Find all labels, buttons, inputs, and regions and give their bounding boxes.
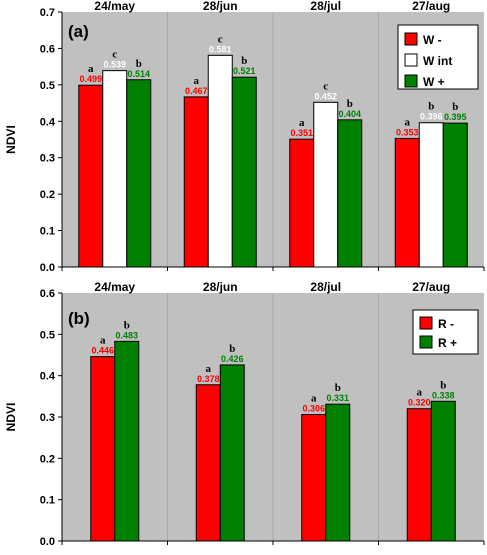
panel-a-significance-letter: c: [323, 80, 328, 92]
panel-a-significance-letter: a: [194, 75, 200, 87]
panel-b-significance-letter: a: [417, 387, 423, 399]
panel-a-significance-letter: a: [88, 63, 94, 75]
panel-b-legend-swatch: [419, 316, 433, 330]
panel-b-category-label: 28/jul: [310, 280, 341, 294]
panel-a-bar: [394, 137, 420, 268]
panel-b-panel-tag: (b): [68, 309, 90, 328]
panel-a-panel-tag: (a): [68, 22, 89, 41]
panel-b-y-tick-label: 0.5: [40, 329, 55, 341]
panel-b-y-tick-label: 0.3: [40, 412, 55, 424]
panel-a-y-tick-label: 0.6: [40, 43, 55, 55]
panel-a-bar: [78, 84, 104, 268]
panel-a-y-tick-label: 0.4: [40, 116, 56, 128]
panel-a-value-label: 0.395: [444, 112, 467, 122]
panel-b-value-label: 0.338: [432, 390, 455, 400]
panel-b-bar: [430, 400, 456, 542]
panel-a-value-label: 0.581: [209, 44, 232, 54]
panel-b-y-tick-label: 0.4: [40, 371, 56, 383]
panel-b-y-tick-label: 0.6: [40, 288, 55, 300]
panel-b-y-tick-label: 0.2: [40, 453, 55, 465]
panel-b-significance-letter: a: [311, 393, 317, 405]
panel-a-category-label: 27/aug: [412, 0, 450, 13]
panel-a-significance-letter: a: [299, 117, 305, 129]
panel-b-bar: [195, 384, 221, 542]
panel-b-value-label: 0.320: [408, 398, 431, 408]
panel-a-category-label: 24/may: [94, 0, 135, 13]
panel-a-significance-letter: b: [428, 101, 434, 113]
panel-a-category-label: 28/jun: [203, 0, 238, 13]
panel-a-legend-label: W -: [423, 33, 442, 47]
panel-a-bar: [313, 101, 339, 268]
panel-a-significance-letter: b: [452, 101, 458, 113]
panel-a-bar: [126, 79, 152, 268]
panel-b-y-axis-label: NDVI: [4, 403, 18, 432]
panel-b-value-label: 0.378: [197, 374, 220, 384]
panel-a-value-label: 0.353: [396, 127, 419, 137]
panel-a-bar: [442, 122, 468, 268]
panel-b-value-label: 0.306: [302, 404, 325, 414]
panel-a-y-tick-label: 0.2: [40, 189, 55, 201]
panel-a-bar: [102, 70, 128, 268]
panel-a-legend-label: W +: [423, 75, 445, 89]
panel-a-value-label: 0.539: [103, 60, 126, 70]
panel-a-y-tick-label: 0.3: [40, 153, 55, 165]
panel-b-value-label: 0.331: [326, 393, 349, 403]
panel-a-y-tick-label: 0.1: [40, 226, 55, 238]
panel-b-bar: [406, 408, 432, 542]
panel-a-significance-letter: b: [136, 58, 142, 70]
panel-b-category-label: 28/jun: [203, 280, 238, 294]
panel-b-value-label: 0.483: [115, 330, 138, 340]
panel-b-significance-letter: b: [229, 343, 235, 355]
panel-b-significance-letter: b: [335, 382, 341, 394]
panel-a-bar: [289, 138, 315, 268]
panel-b-category-label: 24/may: [94, 280, 135, 294]
panel-a-legend-swatch: [404, 53, 418, 67]
panel-b-significance-letter: b: [124, 319, 130, 331]
panel-a-value-label: 0.404: [338, 109, 361, 119]
panel-a-value-label: 0.351: [290, 128, 313, 138]
panel-a-y-axis-label: NDVI: [4, 125, 18, 154]
panel-a-significance-letter: b: [347, 98, 353, 110]
panel-b-significance-letter: a: [206, 363, 212, 375]
panel-a-value-label: 0.396: [420, 112, 443, 122]
panel-a-y-tick-label: 0.7: [40, 7, 55, 19]
panel-b-significance-letter: a: [100, 335, 106, 347]
panel-a-legend-swatch: [404, 74, 418, 88]
panel-b-bar: [301, 414, 327, 542]
panel-a-y-tick-label: 0.0: [40, 262, 55, 274]
panel-a-bar: [418, 122, 444, 268]
panel-a-bar: [337, 119, 363, 268]
panel-b-significance-letter: b: [440, 379, 446, 391]
panel-a-legend-swatch: [404, 32, 418, 46]
panel-a-value-label: 0.499: [79, 74, 102, 84]
panel-b-y-tick-label: 0.0: [40, 536, 55, 548]
panel-a-significance-letter: a: [405, 116, 411, 128]
panel-b-bar: [219, 364, 245, 542]
panel-b-category-label: 27/aug: [412, 280, 450, 294]
panel-a-value-label: 0.467: [185, 86, 208, 96]
panel-a-value-label: 0.514: [127, 69, 150, 79]
panel-a-bar: [207, 54, 233, 268]
panel-a-value-label: 0.452: [314, 91, 337, 101]
panel-a-bar: [231, 76, 257, 268]
panel-a-y-tick-label: 0.5: [40, 80, 55, 92]
panel-a-significance-letter: c: [218, 33, 223, 45]
panel-a-value-label: 0.521: [233, 66, 256, 76]
panel-b-value-label: 0.446: [91, 346, 114, 356]
panel-a-bar: [183, 96, 209, 268]
panel-b-y-tick-label: 0.1: [40, 495, 55, 507]
panel-b-bar: [114, 340, 140, 542]
panel-a-significance-letter: c: [112, 49, 117, 61]
panel-a-legend-label: W int: [423, 54, 452, 68]
panel-b-legend-label: R +: [438, 336, 457, 350]
panel-b-value-label: 0.426: [221, 354, 244, 364]
panel-b-bar: [90, 356, 116, 542]
panel-b-legend-swatch: [419, 335, 433, 349]
panel-b-bar: [325, 403, 351, 542]
panel-a-significance-letter: b: [241, 55, 247, 67]
panel-a-category-label: 28/jul: [310, 0, 341, 13]
panel-b-legend-label: R -: [438, 317, 454, 331]
